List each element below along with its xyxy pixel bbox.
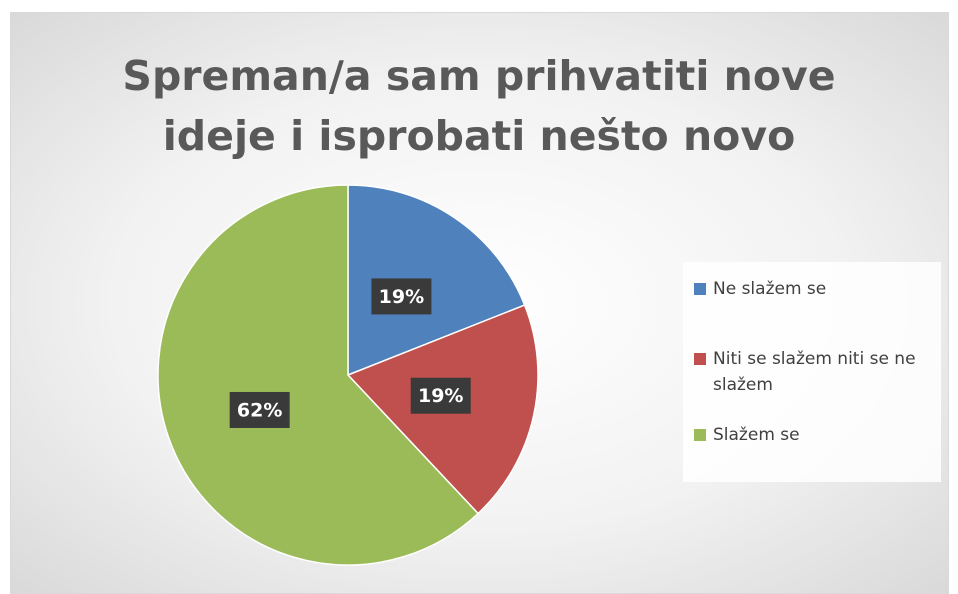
legend-swatch <box>694 283 706 295</box>
data-label: 19% <box>418 385 463 407</box>
data-label-box <box>229 391 290 428</box>
chart-title: Spreman/a sam prihvatiti nove ideje i is… <box>122 52 836 160</box>
data-label: 19% <box>379 286 424 308</box>
legend-swatch <box>694 353 706 365</box>
data-label-box <box>371 278 432 315</box>
legend-label: Niti se slažem niti se ne slažem <box>713 349 916 395</box>
pie-slice <box>157 184 480 566</box>
legend: Ne slažem se Niti se slažem niti se ne sl… <box>683 262 941 482</box>
legend-entry: Niti se slažem niti se ne slažem <box>694 346 935 398</box>
legend-entry: Ne slažem se <box>694 276 935 302</box>
data-label-box <box>410 377 471 414</box>
legend-label: Slažem se <box>713 425 800 445</box>
legend-entry: Slažem se <box>694 422 935 448</box>
data-label: 62% <box>237 399 282 421</box>
legend-swatch <box>694 429 706 441</box>
legend-label: Ne slažem se <box>713 279 827 299</box>
pie-slice <box>347 184 526 377</box>
